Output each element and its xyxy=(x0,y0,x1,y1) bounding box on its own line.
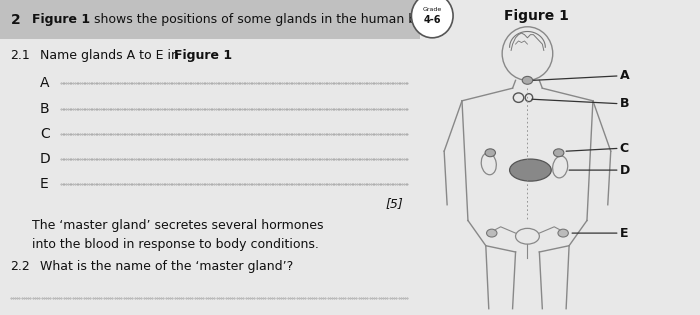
Text: 2.2: 2.2 xyxy=(10,260,30,273)
Text: Figure 1: Figure 1 xyxy=(32,13,90,26)
Text: 2.1: 2.1 xyxy=(10,49,30,62)
Ellipse shape xyxy=(485,149,496,157)
Text: Figure 1: Figure 1 xyxy=(504,9,569,23)
Text: into the blood in response to body conditions.: into the blood in response to body condi… xyxy=(32,238,318,251)
Ellipse shape xyxy=(522,77,533,84)
Text: A: A xyxy=(533,69,629,82)
Text: D: D xyxy=(40,152,50,166)
Text: What is the name of the ‘master gland’?: What is the name of the ‘master gland’? xyxy=(40,260,293,273)
Text: .: . xyxy=(228,49,232,62)
Ellipse shape xyxy=(486,229,497,237)
Text: Figure 1: Figure 1 xyxy=(174,49,232,62)
Ellipse shape xyxy=(510,159,552,181)
Ellipse shape xyxy=(558,229,568,237)
Text: A: A xyxy=(40,77,50,90)
Text: shows the positions of some glands in the human body.: shows the positions of some glands in th… xyxy=(90,13,442,26)
Text: B: B xyxy=(532,97,629,111)
Text: 2: 2 xyxy=(10,13,20,27)
FancyBboxPatch shape xyxy=(0,0,420,39)
Text: [5]: [5] xyxy=(386,197,403,210)
Text: D: D xyxy=(569,163,630,177)
Text: E: E xyxy=(572,226,628,240)
Text: E: E xyxy=(40,177,48,191)
Circle shape xyxy=(412,0,453,38)
Text: Name glands A to E in: Name glands A to E in xyxy=(40,49,183,62)
Text: C: C xyxy=(566,141,629,155)
Text: C: C xyxy=(40,127,50,141)
Text: Grade: Grade xyxy=(423,7,442,12)
Text: 4-6: 4-6 xyxy=(424,15,441,26)
Text: B: B xyxy=(40,102,50,116)
Ellipse shape xyxy=(554,149,564,157)
Text: The ‘master gland’ secretes several hormones: The ‘master gland’ secretes several horm… xyxy=(32,219,323,232)
